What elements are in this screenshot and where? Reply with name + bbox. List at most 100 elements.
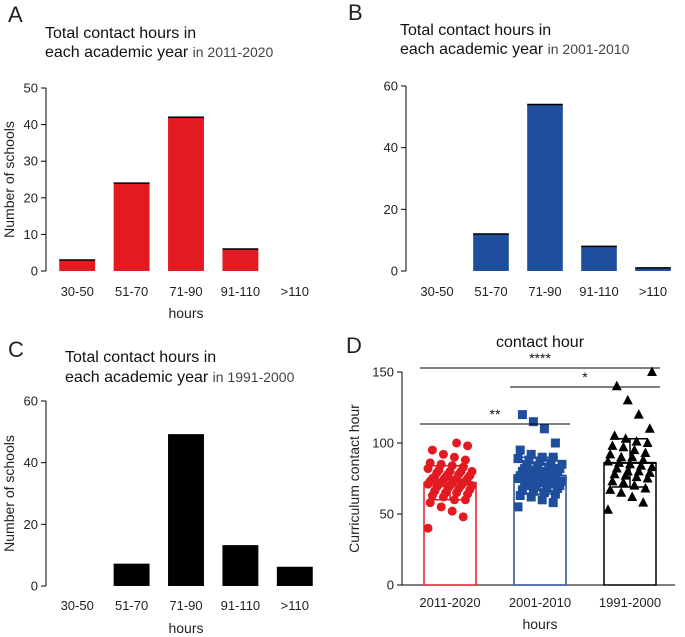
- x-tick-label: 51-70: [474, 284, 507, 299]
- bar-30-50: [59, 260, 96, 271]
- x-tick-label: >110: [639, 284, 667, 299]
- chart-title-line2: each academic year in 2001-2010: [400, 41, 630, 58]
- chart-title-line2: each academic year in 2011-2020: [45, 44, 274, 61]
- x-tick-label: 71-90: [169, 598, 202, 613]
- data-point: [467, 466, 477, 476]
- panel-c: C 0 20 40 60 Number of schools Total contact h…: [1, 337, 313, 636]
- data-point: [515, 445, 525, 455]
- x-axis-label: hours: [168, 620, 203, 636]
- significance-label: ****: [529, 350, 551, 366]
- data-point: [638, 497, 649, 507]
- bar-51-70: [113, 564, 150, 586]
- data-point: [629, 444, 640, 455]
- data-point: [427, 445, 437, 455]
- data-point: [447, 506, 457, 516]
- chart-title-years: in 1991-2000: [213, 369, 295, 385]
- data-point: [633, 465, 644, 476]
- bar-71-90: [168, 117, 204, 271]
- bar-51-70: [113, 183, 150, 271]
- y-tick-label: 150: [372, 365, 394, 380]
- y-tick-label: 100: [372, 436, 394, 451]
- data-point: [642, 473, 653, 483]
- y-tick-label: 20: [384, 202, 398, 217]
- data-point: [605, 448, 616, 459]
- data-point: [644, 423, 655, 433]
- x-tick-label: 30-50: [61, 598, 94, 613]
- data-point: [622, 394, 633, 405]
- y-tick-label: 0: [31, 579, 38, 594]
- data-point: [539, 424, 549, 434]
- x-tick-label: 51-70: [115, 598, 148, 613]
- data-point: [609, 430, 620, 440]
- panel-letter: D: [346, 333, 362, 358]
- data-point: [438, 449, 448, 459]
- data-point: [513, 454, 523, 464]
- x-tick-label: 91-110: [579, 284, 619, 299]
- data-point: [618, 441, 629, 452]
- data-point: [638, 454, 649, 465]
- data-point: [631, 471, 642, 482]
- panel-b: B 0 20 40 60 Total contact hours in each acade…: [348, 0, 671, 299]
- panel-letter: C: [8, 337, 24, 362]
- chart-title: Total contact hours in: [45, 25, 196, 42]
- panel-d: D 0 50 100 150 Curriculum contact hour contact…: [346, 333, 675, 632]
- data-point: [647, 366, 657, 376]
- data-point: [513, 502, 523, 512]
- data-point: [423, 523, 433, 533]
- data-point: [436, 459, 446, 469]
- x-tick-label: 30-50: [61, 284, 94, 299]
- x-tick-label: 51-70: [115, 284, 148, 299]
- y-tick-label: 0: [31, 264, 38, 279]
- data-point: [640, 447, 651, 457]
- chart-title-line2: each academic year in 1991-2000: [65, 369, 295, 386]
- x-tick-label: >110: [281, 284, 309, 299]
- bar-51-70: [473, 234, 509, 271]
- chart-title: Total contact hours in: [400, 22, 551, 39]
- bar->110: [276, 567, 313, 586]
- x-tick-label: >110: [281, 598, 309, 613]
- bar->110: [635, 267, 671, 271]
- significance-label: *: [582, 369, 588, 385]
- panel-letter: A: [8, 2, 23, 27]
- bar-91-110: [222, 249, 259, 271]
- y-tick-label: 60: [24, 394, 38, 409]
- y-tick-label: 40: [384, 140, 398, 155]
- data-point: [458, 462, 468, 472]
- y-tick-label: 0: [391, 264, 398, 279]
- data-point: [633, 409, 644, 419]
- data-point: [629, 480, 640, 490]
- data-point: [644, 467, 655, 477]
- data-point: [449, 452, 459, 462]
- y-tick-label: 50: [380, 507, 394, 522]
- data-point: [616, 451, 627, 462]
- data-point: [463, 441, 473, 451]
- bar-71-90: [168, 434, 204, 586]
- y-tick-label: 60: [384, 79, 398, 94]
- y-tick-label: 20: [24, 190, 38, 205]
- y-tick-label: 20: [24, 517, 38, 532]
- data-point: [618, 477, 629, 487]
- data-point: [452, 438, 462, 448]
- panel-letter: B: [348, 0, 363, 25]
- data-point: [546, 458, 556, 468]
- x-axis-label: hours: [168, 305, 203, 321]
- bar-91-110: [222, 545, 259, 586]
- panel-a: A 0 10 20 30 40 50 Number of schools Total conta…: [1, 2, 309, 321]
- data-point: [611, 380, 622, 391]
- data-point: [526, 492, 536, 502]
- chart-title: contact hour: [496, 334, 585, 351]
- bar-91-110: [581, 246, 617, 271]
- y-tick-label: 30: [24, 154, 38, 169]
- data-point: [607, 475, 618, 486]
- x-tick-label: 2011-2020: [419, 595, 480, 610]
- data-point: [609, 468, 620, 479]
- x-tick-label: 91-110: [221, 598, 261, 613]
- data-point: [528, 417, 538, 427]
- data-point: [557, 459, 567, 469]
- y-tick-label: 40: [24, 117, 38, 132]
- data-point: [611, 463, 622, 473]
- x-tick-label: 71-90: [169, 284, 202, 299]
- data-point: [616, 487, 627, 497]
- data-point: [647, 461, 657, 472]
